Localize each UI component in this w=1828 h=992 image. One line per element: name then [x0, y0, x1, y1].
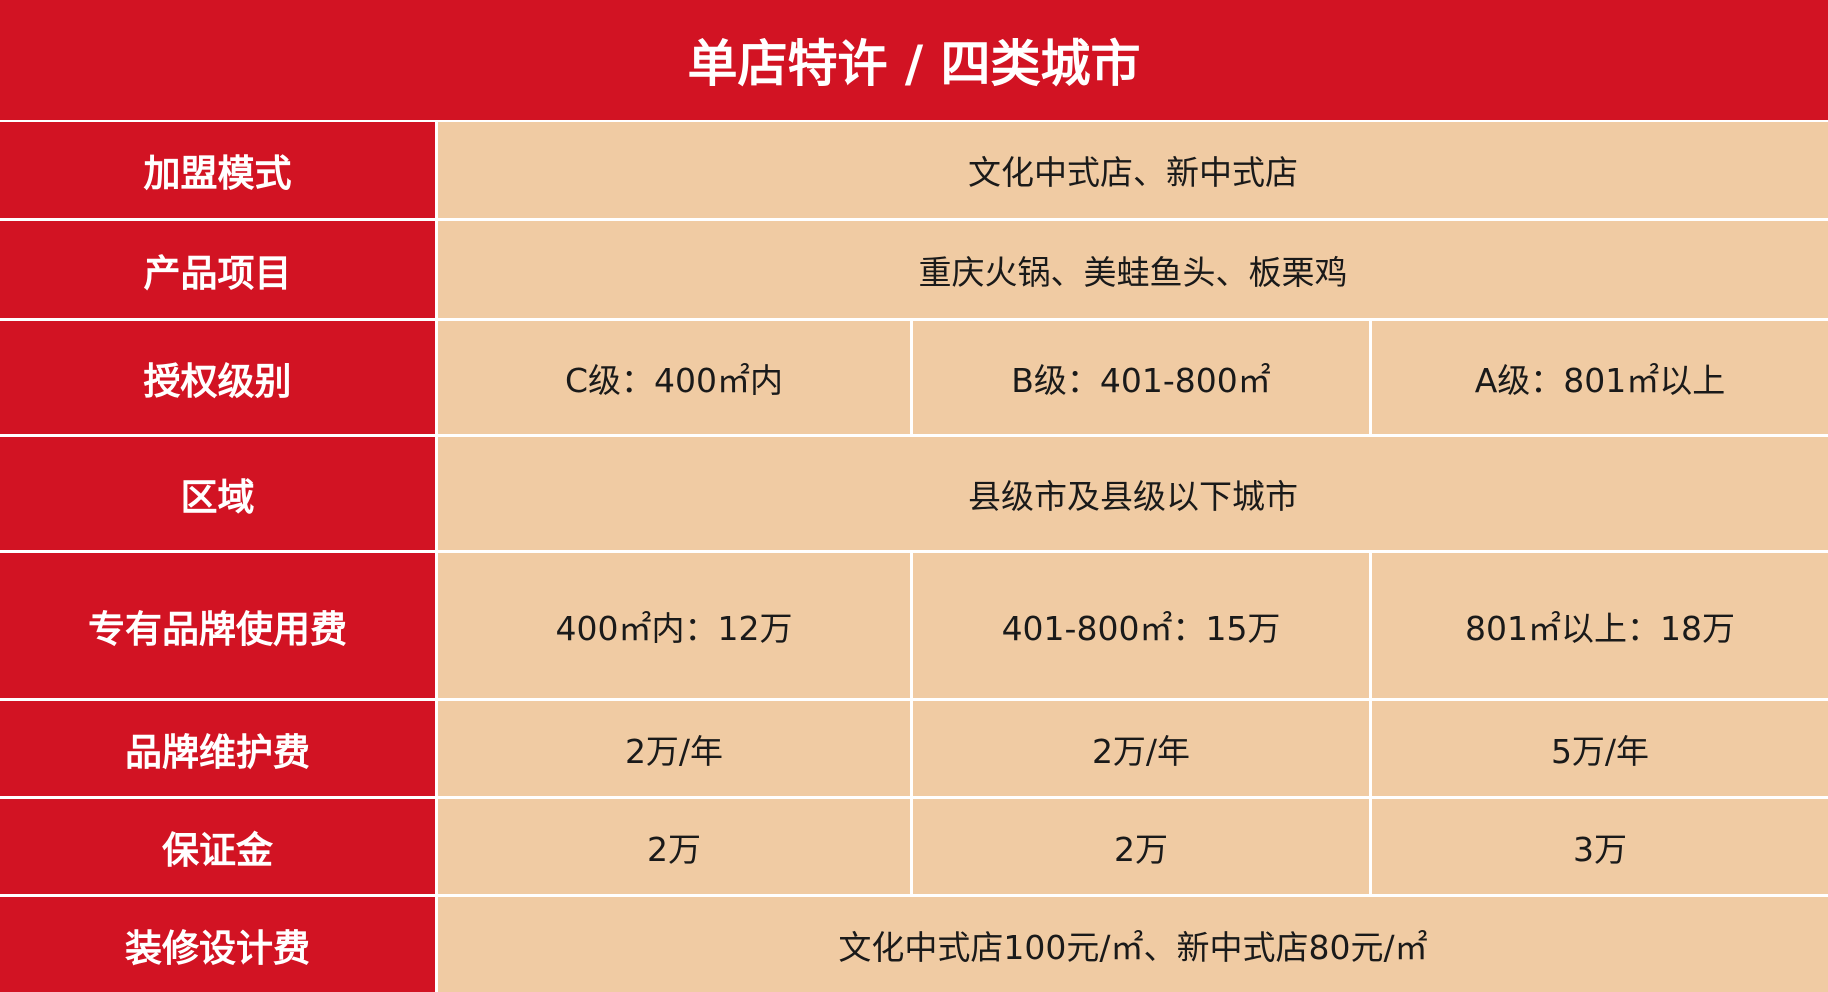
cell-maintenance-c: 2万/年 [438, 701, 910, 796]
row-label-design-fee: 装修设计费 [0, 897, 435, 992]
row-label-brand-fee: 专有品牌使用费 [0, 553, 435, 698]
cell-deposit-c: 2万 [438, 799, 910, 894]
row-label-license-level: 授权级别 [0, 321, 435, 434]
cell-level-b: B级：401-800㎡ [913, 321, 1369, 434]
cell-deposit-b: 2万 [913, 799, 1369, 894]
cell-maintenance-b: 2万/年 [913, 701, 1369, 796]
row-label-deposit: 保证金 [0, 799, 435, 894]
cell-deposit-a: 3万 [1372, 799, 1828, 894]
cell-maintenance-a: 5万/年 [1372, 701, 1828, 796]
cell-franchise-mode: 文化中式店、新中式店 [438, 122, 1828, 218]
franchise-table: 加盟模式 文化中式店、新中式店 产品项目 重庆火锅、美蛙鱼头、板栗鸡 授权级别 … [0, 122, 1828, 992]
cell-level-c: C级：400㎡内 [438, 321, 910, 434]
cell-products: 重庆火锅、美蛙鱼头、板栗鸡 [438, 221, 1828, 318]
table-title: 单店特许 / 四类城市 [0, 0, 1828, 122]
cell-brand-fee-a: 801㎡以上：18万 [1372, 553, 1828, 698]
cell-level-a: A级：801㎡以上 [1372, 321, 1828, 434]
row-label-region: 区域 [0, 437, 435, 550]
row-label-products: 产品项目 [0, 221, 435, 318]
cell-brand-fee-c: 400㎡内：12万 [438, 553, 910, 698]
cell-region: 县级市及县级以下城市 [438, 437, 1828, 550]
row-label-franchise-mode: 加盟模式 [0, 122, 435, 218]
cell-design-fee: 文化中式店100元/㎡、新中式店80元/㎡ [438, 897, 1828, 992]
row-label-maintenance-fee: 品牌维护费 [0, 701, 435, 796]
cell-brand-fee-b: 401-800㎡：15万 [913, 553, 1369, 698]
